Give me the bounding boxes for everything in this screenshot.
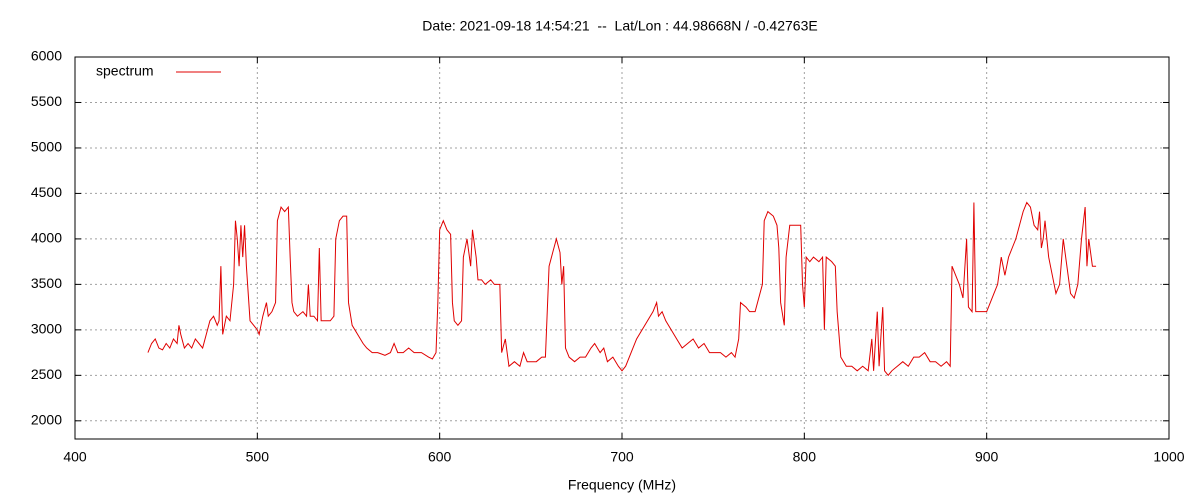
- line-series: [147, 201, 1097, 377]
- y-tick-label: 5500: [31, 93, 62, 109]
- chart-title: Date: 2021-09-18 14:54:21 -- Lat/Lon : 4…: [422, 18, 817, 34]
- plot-frame: [74, 56, 1170, 440]
- x-tick-label: 900: [975, 449, 999, 465]
- y-tick-label: 6000: [31, 48, 62, 64]
- y-tick-label: 2500: [31, 366, 62, 382]
- y-tick-label: 3500: [31, 275, 62, 291]
- x-tick-label: 600: [428, 449, 452, 465]
- y-tick-label: 4000: [31, 230, 62, 246]
- y-tick-label: 2000: [31, 412, 62, 428]
- x-tick-label: 1000: [1153, 449, 1184, 465]
- x-tick-label: 500: [246, 449, 270, 465]
- x-tick-label: 700: [610, 449, 634, 465]
- y-tick-label: 3000: [31, 321, 62, 337]
- y-tick-label: 4500: [31, 184, 62, 200]
- legend-label: spectrum: [96, 63, 154, 79]
- x-tick-label: 400: [63, 449, 87, 465]
- y-tick-label: 5000: [31, 139, 62, 155]
- x-tick-label: 800: [793, 449, 817, 465]
- x-axis-label: Frequency (MHz): [568, 477, 676, 493]
